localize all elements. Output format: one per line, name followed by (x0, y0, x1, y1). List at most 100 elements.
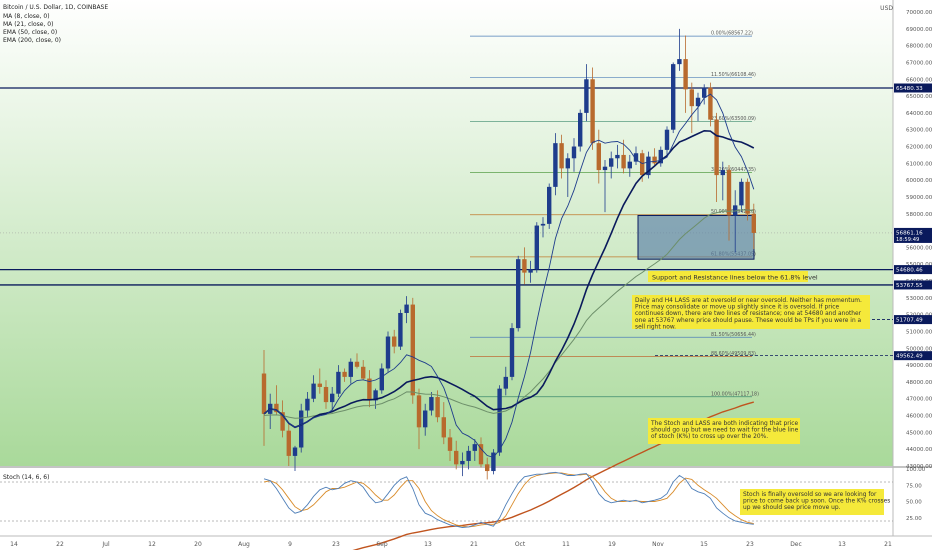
candle-body (677, 59, 682, 65)
note-line: Stoch is finally oversold so we are look… (743, 492, 877, 498)
candle-body (305, 398, 310, 411)
time-axis-ticks: 14 22 Jul 12 20 Aug 9 23 Sep 13 21 Oct 11 19 Nov 15 23 De… (10, 541, 892, 548)
candle-body (323, 386, 329, 403)
candle-body (633, 153, 639, 162)
candle-body (664, 129, 670, 150)
time-tick-label: Dec (790, 541, 802, 548)
candle-body (286, 430, 291, 456)
candle-body (702, 87, 707, 98)
s1-badge: 54680.46 (896, 268, 923, 274)
note-line: price to come back up soon. Once the K% … (743, 499, 890, 505)
stoch-title: Stoch (14, 6, 6) (3, 474, 49, 481)
candle-body (274, 403, 279, 413)
candle-body (472, 444, 477, 451)
stoch-tick-label: 25.00 (906, 516, 922, 522)
candle-body (404, 304, 409, 313)
indicator-ema50: EMA (50, close, 0) (3, 29, 57, 36)
candlesticks (261, 28, 756, 480)
consolidation-zone (637, 214, 755, 260)
support-note-box (648, 271, 808, 282)
candle-body (553, 143, 558, 187)
fib-label: 23.60%(63500.09) (711, 116, 756, 122)
candle-body (379, 368, 384, 391)
candle-body (714, 119, 719, 176)
price-tick-label: 62000.00 (906, 145, 932, 151)
candle-body (640, 153, 645, 176)
lass-note-box (632, 295, 870, 329)
candle-body (528, 269, 533, 273)
note-line: The Stoch and LASS are both indicating t… (650, 421, 798, 427)
candle-body (392, 336, 397, 347)
candle-body (652, 156, 657, 164)
candle-body (646, 156, 651, 176)
ma8-line (263, 93, 755, 458)
price-tick-label: 58000.00 (906, 212, 932, 218)
candle-body (565, 158, 570, 169)
candle-body (726, 170, 732, 216)
candle-body (596, 143, 601, 171)
candle-body (373, 390, 378, 401)
s2-badge: 53767.55 (896, 283, 923, 289)
price-tick-label: 63000.00 (906, 128, 932, 134)
s2-badge-bg (894, 280, 932, 290)
stoch-tick-label: 75.00 (906, 483, 922, 489)
price-tick-label: 50000.00 (906, 346, 932, 352)
price-tick-label: 69000.00 (906, 27, 932, 33)
symbol-title: Bitcoin / U.S. Dollar, 1D, COINBASE (3, 4, 108, 11)
candle-body (695, 97, 701, 107)
candle-body (708, 87, 713, 120)
candle-body (348, 361, 353, 377)
price-tick-label: 46000.00 (906, 414, 932, 420)
candle-body (261, 373, 267, 414)
candle-body (342, 371, 347, 377)
price-tick-label: 43000.00 (906, 464, 932, 470)
time-tick-label: 13 (838, 541, 846, 548)
candle-body (423, 410, 428, 428)
candle-body (416, 395, 422, 428)
candle-body (584, 79, 589, 113)
price-tick-label: 68000.00 (906, 44, 932, 50)
candle-body (602, 166, 608, 171)
candle-body (354, 361, 360, 367)
price-tick-label: 67000.00 (906, 60, 932, 66)
note-line: one at 53767 where price should pause. T… (635, 318, 862, 324)
candle-body (609, 158, 614, 167)
time-tick-label: 20 (194, 541, 202, 548)
countdown-badge: 18:59:49 (896, 237, 919, 243)
price-tick-label: 65000.00 (906, 94, 932, 100)
stoch-tick-label: 50.00 (906, 500, 922, 506)
last-price-badge-bg (894, 227, 932, 243)
note-line: sell right now. (635, 324, 676, 330)
ema50-line (263, 209, 754, 419)
currency-label: USD (880, 5, 893, 12)
time-tick-label: Sep (376, 541, 388, 548)
candle-body (615, 154, 620, 159)
fib-label: 11.50%(66108.46) (711, 72, 756, 78)
note-line: continues down, there are two lines of r… (635, 311, 862, 317)
tp1-badge-bg (894, 315, 932, 325)
candle-body (534, 225, 539, 270)
zone-rect (637, 214, 755, 260)
candle-body (509, 328, 515, 377)
note-line: up we should see price move up. (743, 505, 841, 511)
candle-body (398, 312, 403, 347)
candle-body (454, 450, 459, 465)
time-tick-label: Nov (652, 541, 664, 548)
candle-body (671, 64, 676, 130)
candle-body (317, 383, 322, 387)
candle-body (447, 437, 453, 451)
fib-label: 88.60%(49509.83) (711, 351, 756, 357)
indicator-ema200: EMA (200, close, 0) (3, 37, 61, 44)
candle-body (280, 412, 285, 431)
price-tick-label: 47000.00 (906, 397, 932, 403)
stoch-k-line (263, 471, 754, 528)
note-line: Daily and H4 LASS are at oversold or nea… (635, 298, 862, 304)
fib-label: 38.20%(60447.35) (711, 167, 756, 173)
candle-body (547, 186, 552, 224)
candle-body (491, 452, 496, 472)
candle-body (739, 181, 744, 206)
fib-label: 100.00%(47117.18) (711, 391, 759, 397)
tp1-badge: 51707.49 (896, 318, 923, 324)
candle-body (385, 336, 391, 369)
